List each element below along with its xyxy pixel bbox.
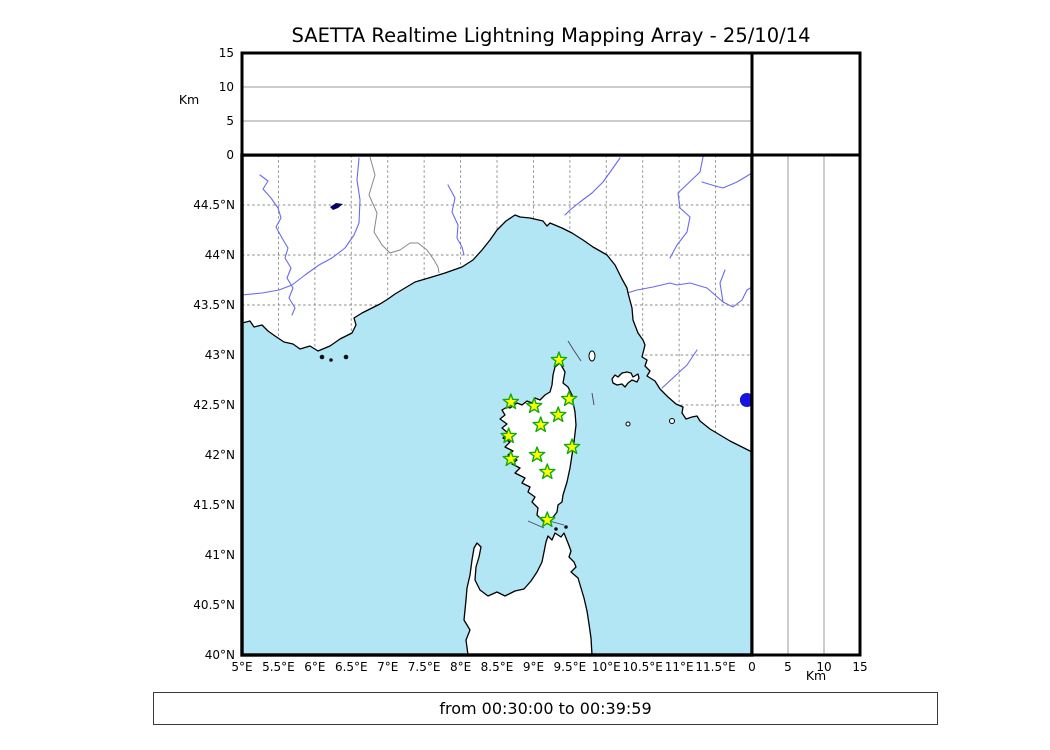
small-island	[343, 354, 349, 360]
lma-station-marker	[532, 416, 550, 433]
altitude-tick-label: 0	[226, 148, 234, 162]
lon-tick-label: 8.5°E	[480, 660, 514, 674]
river	[564, 157, 621, 216]
lat-tick-label: 40.5°N	[193, 598, 235, 612]
country-border	[368, 156, 440, 274]
small-island	[564, 525, 568, 529]
km-tick-label: 0	[748, 660, 756, 674]
lma-station-marker	[560, 390, 578, 407]
km-tick-label: 5	[784, 660, 792, 674]
lon-tick-label: 9.5°E	[553, 660, 587, 674]
lon-tick-label: 6.5°E	[334, 660, 368, 674]
lon-tick-label: 10.5°E	[622, 660, 663, 674]
lma-station-marker	[502, 393, 520, 410]
altitude-top-panel	[240, 51, 754, 157]
lat-tick-label: 41.5°N	[193, 498, 235, 512]
lon-tick-label: 7°E	[377, 660, 399, 674]
river	[661, 349, 698, 389]
figure-title: SAETTA Realtime Lightning Mapping Array …	[291, 24, 811, 47]
lon-tick-label: 11°E	[664, 660, 694, 674]
lma-station-marker	[538, 511, 556, 528]
river	[447, 184, 465, 256]
corner-panel	[750, 51, 862, 157]
lon-tick-label: 5°E	[231, 660, 253, 674]
lat-tick-label: 43.5°N	[193, 298, 235, 312]
lat-tick-label: 44.5°N	[193, 198, 235, 212]
river	[669, 156, 704, 259]
capraia-island	[588, 350, 596, 362]
lma-station-marker	[550, 351, 568, 368]
top-axis-unit-label: Km	[178, 92, 200, 107]
maritime-boundary	[527, 520, 545, 529]
lat-tick-label: 44°N	[204, 248, 235, 262]
lma-station-marker	[549, 406, 567, 423]
altitude-tick-label: 5	[226, 114, 234, 128]
km-tick-label: 10	[816, 660, 832, 674]
lon-tick-label: 6°E	[304, 660, 326, 674]
lon-tick-label: 10°E	[591, 660, 621, 674]
lat-tick-label: 42°N	[204, 448, 235, 462]
km-tick-label: 15	[852, 660, 868, 674]
river	[259, 174, 296, 316]
lma-station-marker	[528, 446, 546, 463]
time-range-text: from 00:30:00 to 00:39:59	[439, 699, 652, 718]
altitude-tick-label: 15	[218, 46, 234, 60]
right-panel-frame	[750, 153, 862, 657]
right-axis-unit-label: Km	[805, 668, 827, 683]
lon-tick-label: 9°E	[522, 660, 545, 674]
lma-station-marker	[563, 438, 581, 455]
small-island	[669, 418, 675, 424]
right-panel-gridlines	[787, 155, 825, 655]
river	[701, 172, 752, 189]
lon-tick-label: 8°E	[449, 660, 472, 674]
lma-stations-layer	[500, 351, 581, 528]
river	[626, 282, 752, 308]
lat-tick-label: 42.5°N	[193, 398, 235, 412]
altitude-tick-label: 10	[218, 80, 234, 94]
river	[242, 157, 361, 296]
lake	[330, 203, 343, 210]
small-island	[329, 358, 333, 362]
maritime-boundary	[567, 340, 582, 362]
lma-station-marker	[502, 450, 520, 467]
lat-tick-label: 40°N	[204, 648, 235, 662]
small-island	[319, 354, 325, 360]
lon-tick-label: 5.5°E	[262, 660, 295, 674]
small-island	[625, 421, 631, 427]
lat-tick-label: 43°N	[204, 348, 235, 362]
altitude-right-panel	[750, 153, 862, 657]
map-panel	[240, 153, 754, 657]
lon-tick-label: 7.5°E	[407, 660, 441, 674]
lat-tick-label: 41°N	[204, 548, 235, 562]
blue-circle-marker	[739, 393, 752, 407]
maritime-boundary	[591, 392, 595, 406]
lma-station-marker	[538, 463, 556, 480]
lon-tick-label: 11.5°E	[695, 660, 736, 674]
top-panel-gridlines	[242, 86, 752, 122]
time-range-box: from 00:30:00 to 00:39:59	[153, 692, 938, 725]
lma-station-marker	[525, 397, 543, 414]
lma-station-marker	[500, 427, 517, 444]
edge-marker-layer	[739, 393, 752, 407]
small-island	[554, 527, 558, 531]
river	[719, 269, 726, 303]
